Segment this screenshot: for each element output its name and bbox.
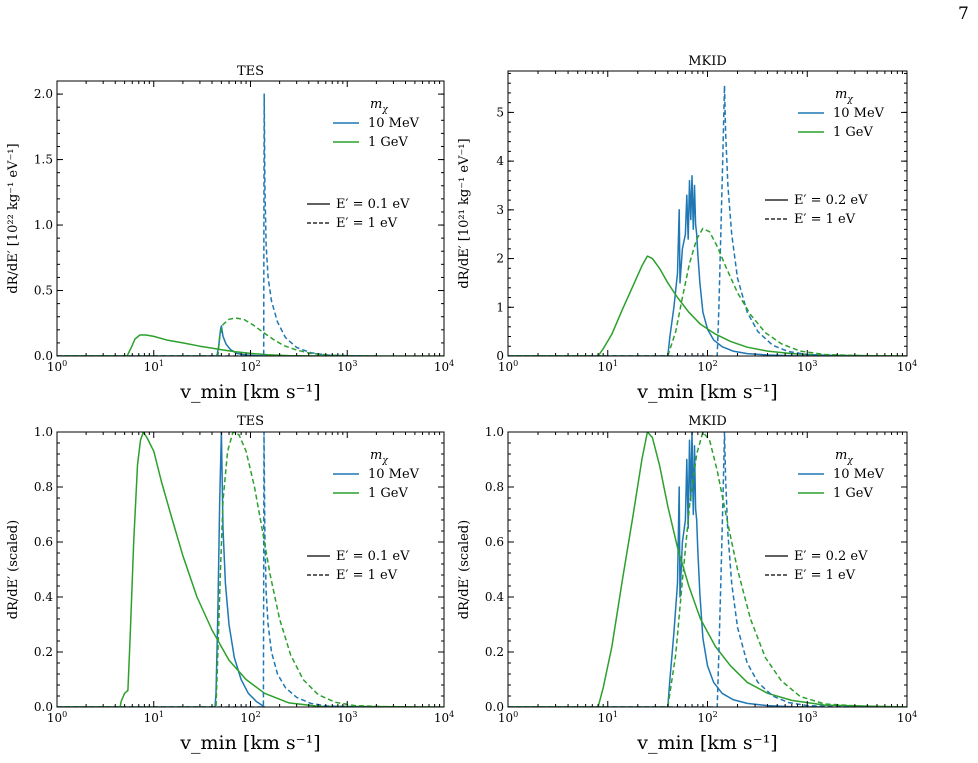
y-tick-label: 0.0 — [485, 700, 504, 714]
x-tick-label: 101 — [144, 359, 164, 374]
legend-label-mev10: 10 MeV — [368, 116, 420, 131]
y-tick-label: 1.5 — [34, 153, 53, 167]
y-tick-label: 2.0 — [34, 87, 53, 101]
x-tick-label: 100 — [47, 359, 67, 374]
y-tick-label: 0.4 — [485, 590, 504, 604]
x-tick-label: 102 — [240, 359, 260, 374]
series-line-mev10-dashed — [508, 432, 878, 707]
series-line-gev1-solid — [57, 334, 444, 356]
panel-tes-rate: TES 100 101 102 103 104 0.0 0.5 1.0 1.5 2.0 v_min [… — [6, 64, 454, 403]
y-tick-label: 0.4 — [34, 590, 53, 604]
series-line-gev1-solid — [57, 432, 444, 707]
panel-title: TES — [237, 64, 264, 79]
y-tick-label: 0.5 — [34, 284, 53, 298]
x-tick-label: 103 — [337, 359, 357, 374]
x-tick-label: 104 — [897, 359, 917, 374]
legend-energy-label: E′ = 1 eV — [794, 212, 856, 227]
y-tick-label: 0.8 — [485, 480, 504, 494]
legend-title: mχ — [835, 87, 853, 105]
y-tick-label: 1.0 — [34, 218, 53, 232]
y-tick-label: 4 — [496, 154, 504, 168]
y-tick-label: 0.0 — [34, 700, 53, 714]
y-axis-label: dR/dE′ (scaled) — [457, 520, 472, 619]
panel-title: MKID — [688, 54, 727, 69]
legend-title: mχ — [370, 448, 388, 466]
x-axis-label: v_min [km s⁻¹] — [179, 381, 320, 403]
legend-label-gev1: 1 GeV — [368, 135, 408, 150]
series-line-mev10-solid — [508, 174, 825, 356]
x-tick-label: 102 — [240, 710, 260, 725]
legend-label-mev10: 10 MeV — [833, 467, 885, 482]
x-tick-label: 100 — [498, 710, 518, 725]
series-line-gev1-dashed — [508, 227, 907, 356]
x-tick-label: 100 — [498, 359, 518, 374]
x-tick-label: 102 — [697, 359, 717, 374]
x-tick-label: 100 — [47, 710, 67, 725]
series-line-mev10-solid — [508, 432, 825, 707]
panel-mkid-rate: MKID 100 101 102 103 104 0 1 2 3 4 5 v_min [km s⁻¹] d… — [457, 54, 917, 403]
legend-title: mχ — [370, 97, 388, 115]
x-tick-label: 103 — [797, 359, 817, 374]
y-tick-label: 1 — [496, 300, 504, 314]
series-line-mev10-dashed — [508, 84, 878, 356]
x-tick-label: 104 — [434, 359, 454, 374]
legend-energy-label: E′ = 0.2 eV — [794, 193, 868, 208]
panel-mkid-scaled: MKID 100 101 102 103 104 0.0 0.2 0.4 0.6 0.8 1.0 v_m… — [457, 414, 917, 754]
y-tick-label: 3 — [496, 203, 504, 217]
x-tick-label: 104 — [434, 710, 454, 725]
series-line-mev10-solid — [57, 325, 273, 356]
legend-energy-label: E′ = 0.1 eV — [336, 549, 410, 564]
page-number: 7 — [958, 4, 969, 24]
legend-label-gev1: 1 GeV — [833, 486, 873, 501]
x-tick-label: 101 — [598, 359, 618, 374]
x-tick-label: 103 — [797, 710, 817, 725]
series-line-gev1-dashed — [57, 317, 377, 356]
legend-energy-label: E′ = 0.1 eV — [336, 197, 410, 212]
series-line-gev1-dashed — [508, 432, 907, 707]
x-tick-label: 103 — [337, 710, 357, 725]
legend-label-mev10: 10 MeV — [833, 106, 885, 121]
series-line-gev1-solid — [508, 432, 907, 707]
x-tick-label: 104 — [897, 710, 917, 725]
y-tick-label: 0.8 — [34, 480, 53, 494]
y-axis-label: dR/dE′ (scaled) — [6, 520, 21, 619]
panel-title: TES — [237, 414, 264, 429]
y-tick-label: 0.6 — [34, 535, 53, 549]
legend-title: mχ — [835, 448, 853, 466]
series-line-gev1-dashed — [57, 432, 394, 707]
legend-energy-label: E′ = 0.2 eV — [794, 549, 868, 564]
legend-label-gev1: 1 GeV — [368, 486, 408, 501]
y-tick-label: 5 — [496, 105, 504, 119]
y-tick-label: 2 — [496, 252, 504, 266]
x-tick-label: 102 — [697, 710, 717, 725]
x-tick-label: 101 — [144, 710, 164, 725]
y-tick-label: 0.2 — [485, 645, 504, 659]
y-tick-label: 0.2 — [34, 645, 53, 659]
x-axis-label: v_min [km s⁻¹] — [179, 732, 320, 754]
panel-tes-scaled: TES 100 101 102 103 104 0.0 0.2 0.4 0.6 0.8 1.0 v_mi… — [6, 414, 454, 754]
x-tick-label: 101 — [598, 710, 618, 725]
series-line-mev10-dashed — [57, 93, 377, 356]
legend-energy-label: E′ = 1 eV — [794, 568, 856, 583]
legend-label-mev10: 10 MeV — [368, 467, 420, 482]
x-axis-label: v_min [km s⁻¹] — [636, 381, 777, 403]
y-axis-label: dR/dE′ [10²² kg⁻¹ eV⁻¹] — [6, 143, 21, 293]
series-line-mev10-dashed — [57, 432, 377, 707]
y-tick-label: 0.6 — [485, 535, 504, 549]
y-tick-label: 1.0 — [485, 425, 504, 439]
series-line-gev1-solid — [508, 255, 907, 356]
y-axis-label: dR/dE′ [10²¹ kg⁻¹ eV⁻¹] — [457, 138, 472, 288]
y-tick-label: 0.0 — [34, 349, 53, 363]
y-tick-label: 0 — [496, 349, 504, 363]
legend-label-gev1: 1 GeV — [833, 125, 873, 140]
x-axis-label: v_min [km s⁻¹] — [636, 732, 777, 754]
legend-energy-label: E′ = 1 eV — [336, 568, 398, 583]
panel-title: MKID — [688, 414, 727, 429]
y-tick-label: 1.0 — [34, 425, 53, 439]
legend-energy-label: E′ = 1 eV — [336, 216, 398, 231]
